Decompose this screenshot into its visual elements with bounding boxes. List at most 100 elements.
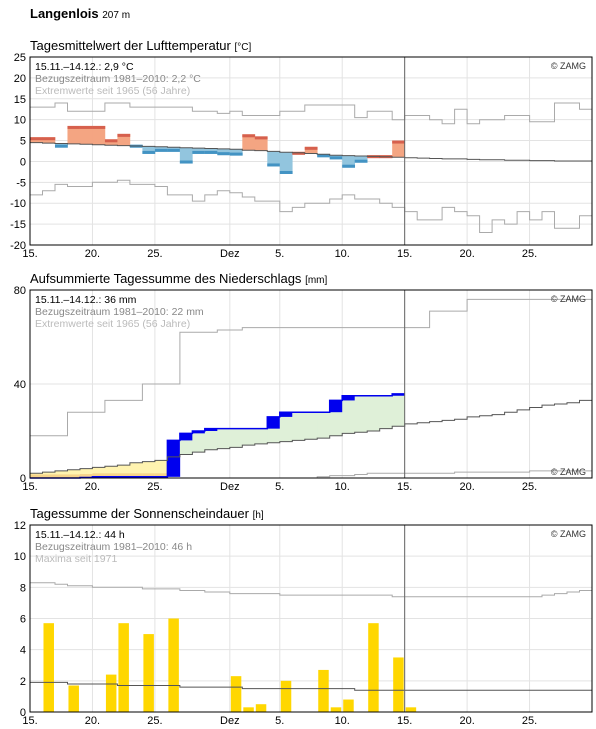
temperature-bar: [354, 156, 368, 163]
precip-daily-bar: [392, 393, 405, 396]
precip-difference-area: [292, 412, 306, 441]
temperature-bar: [342, 155, 356, 168]
precip-deficit-shade: [104, 473, 118, 477]
sunshine-bar: [68, 685, 79, 712]
temperature-title-text: Tagesmittelwert der Lufttemperatur: [30, 38, 231, 53]
precip-difference-area: [142, 461, 156, 477]
sun-x-tick-label: Dez: [220, 715, 240, 727]
precip-info-line: 15.11.–14.12.: 36 mm: [35, 294, 137, 306]
temp-x-tick-label: 15.: [22, 248, 37, 260]
precip-daily-bar: [279, 412, 293, 417]
temperature-unit: [°C]: [234, 42, 252, 53]
precip-difference-area: [192, 431, 206, 453]
precip-copyright-bottom: © ZAMG: [551, 467, 586, 477]
temp-y-tick-label: -15: [10, 219, 26, 231]
sun-x-tick-label: 5.: [275, 715, 284, 727]
precip-difference-area: [242, 428, 256, 446]
precip-deficit-shade: [142, 473, 156, 477]
temp-x-tick-label: 20.: [85, 248, 100, 260]
temperature-bar: [117, 133, 131, 146]
precip-y-tick-label: 0: [20, 473, 26, 485]
temp-info-line: Extremwerte seit 1965 (56 Jahre): [35, 85, 190, 97]
sun-x-tick-label: 15.: [397, 715, 412, 727]
precip-max-extreme-line: [30, 298, 592, 437]
temp-y-tick-label: 0: [20, 156, 26, 168]
sunshine-bar: [280, 680, 292, 712]
temperature-bar: [267, 151, 281, 167]
sunshine-bar: [343, 699, 354, 712]
precip-daily-bar: [267, 416, 281, 429]
temp-y-tick-label: -10: [10, 198, 26, 210]
temp-min-extreme-line: [30, 179, 592, 233]
precip-difference-area: [254, 428, 268, 444]
precip-difference-area: [367, 395, 380, 431]
precip-deficit-shade: [67, 474, 81, 478]
precip-deficit-shade: [54, 474, 68, 478]
precip-difference-area: [317, 412, 331, 439]
sunshine-title-text: Tagessumme der Sonnenscheindauer: [30, 506, 249, 521]
temperature-bar: [229, 149, 243, 156]
temperature-bar-cap: [117, 133, 131, 137]
sun-x-tick-label: 25.: [147, 715, 162, 727]
precip-x-tick-label: Dez: [220, 481, 240, 493]
temperature-bar: [217, 148, 231, 156]
sunshine-bar: [143, 634, 154, 712]
precip-difference-area: [342, 395, 356, 434]
precip-title-text: Aufsummierte Tagessumme des Niederschlag…: [30, 271, 302, 286]
temperature-bar-cap: [229, 152, 243, 156]
sunshine-bar: [368, 623, 379, 712]
sun-info-line: 15.11.–14.12.: 44 h: [35, 529, 125, 541]
precip-difference-area: [67, 469, 81, 478]
temp-x-tick-label: 5.: [275, 248, 284, 260]
temperature-bar-cap: [254, 136, 268, 140]
temperature-bar: [67, 125, 81, 144]
temperature-bar-cap: [342, 164, 356, 168]
temp-info-line: 15.11.–14.12.: 2,9 °C: [35, 61, 134, 73]
temperature-bar-cap: [279, 170, 293, 174]
temperature-bar-cap: [67, 125, 81, 129]
temperature-bar-cap: [292, 151, 306, 155]
precip-x-tick-label: 15.: [22, 481, 37, 493]
temperature-bar-cap: [104, 139, 118, 143]
temperature-bar-cap: [179, 160, 193, 164]
temp-max-extreme-line: [30, 102, 592, 125]
temperature-bar-cap: [392, 140, 405, 144]
sunshine-bar: [393, 657, 404, 712]
temperature-bar-cap: [167, 148, 181, 152]
precip-difference-area: [117, 465, 131, 477]
temp-info-line: Bezugszeitraum 1981–2010: 2,2 °C: [35, 73, 201, 85]
temp-x-tick-label: 20.: [459, 248, 474, 260]
sunshine-bar: [255, 704, 267, 712]
temp-y-tick-label: 5: [20, 136, 26, 148]
precip-deficit-shade: [79, 474, 93, 478]
temperature-bar-cap: [317, 154, 331, 158]
sun-y-tick-label: 12: [14, 520, 26, 532]
sunshine-bar: [405, 707, 417, 712]
sunshine-bar: [168, 618, 179, 712]
precip-daily-bar: [167, 440, 181, 477]
sunshine-bar: [105, 674, 117, 712]
temperature-bar-cap: [204, 150, 218, 154]
precip-copyright: © ZAMG: [551, 294, 586, 304]
temperature-bar-cap: [354, 159, 368, 163]
temperature-bar: [179, 147, 193, 164]
temp-x-tick-label: 25.: [522, 248, 537, 260]
station-elevation: 207 m: [102, 10, 131, 21]
temperature-bar-cap: [217, 152, 231, 156]
sunshine-title: Tagessumme der Sonnenscheindauer [h]: [30, 506, 264, 521]
precip-difference-area: [229, 428, 243, 448]
temp-x-tick-label: Dez: [220, 248, 240, 260]
temp-y-tick-label: 20: [14, 73, 26, 85]
precip-deficit-shade: [154, 473, 168, 477]
temp-y-tick-label: -5: [16, 177, 26, 189]
temp-reference-line: [30, 142, 592, 162]
temperature-bar-cap: [42, 137, 56, 141]
precip-x-tick-label: 10.: [335, 481, 350, 493]
temp-copyright: © ZAMG: [551, 61, 586, 71]
temp-x-tick-label: 25.: [147, 248, 162, 260]
precip-deficit-shade: [117, 473, 131, 477]
